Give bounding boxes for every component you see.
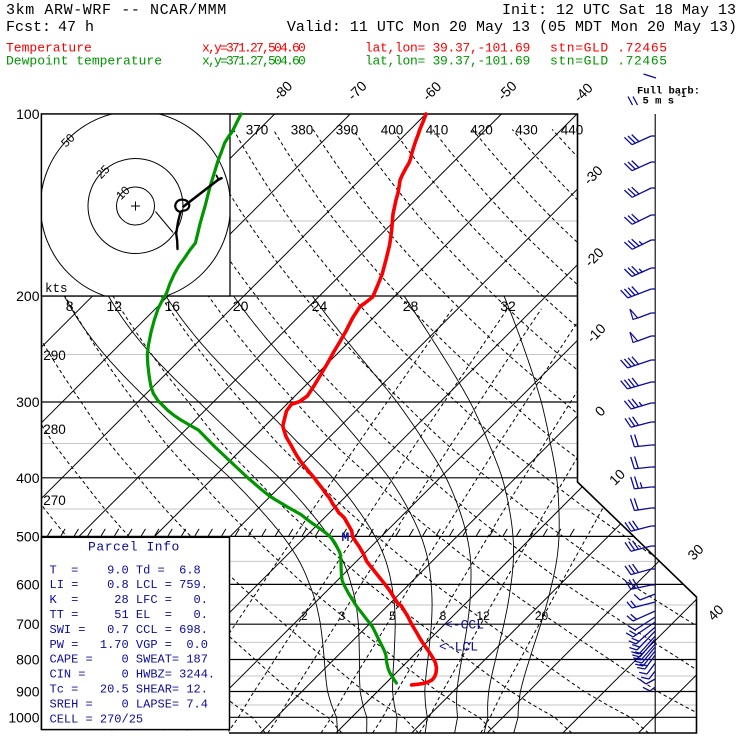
svg-text:Full barb:: Full barb: bbox=[637, 86, 700, 98]
svg-text:100: 100 bbox=[16, 106, 40, 122]
svg-text:200: 200 bbox=[16, 288, 40, 304]
svg-text:800: 800 bbox=[16, 652, 40, 668]
svg-text:16: 16 bbox=[165, 298, 181, 314]
svg-text:Dewpoint temperature: Dewpoint temperature bbox=[6, 54, 162, 69]
svg-text:270: 270 bbox=[43, 493, 66, 508]
svg-text:500: 500 bbox=[16, 528, 40, 544]
svg-text:LI = 0.8 LCL = 759.: LI = 0.8 LCL = 759. bbox=[50, 578, 208, 592]
svg-text:290: 290 bbox=[43, 348, 66, 363]
svg-text:Init: 12 UTC Sat 18 May 13: Init: 12 UTC Sat 18 May 13 bbox=[502, 2, 736, 19]
svg-text:lat,lon= 39.37,-101.69: lat,lon= 39.37,-101.69 bbox=[365, 54, 530, 69]
svg-text:<-CCL: <-CCL bbox=[445, 618, 484, 633]
svg-text:28: 28 bbox=[403, 298, 419, 314]
svg-text:5 m s: 5 m s bbox=[643, 96, 675, 108]
svg-text:PW = 1.70 VGP = 0.0: PW = 1.70 VGP = 0.0 bbox=[50, 638, 208, 652]
svg-text:TT = 51 EL = 0.: TT = 51 EL = 0. bbox=[50, 608, 208, 622]
svg-text:400: 400 bbox=[16, 470, 40, 486]
svg-text:47 h: 47 h bbox=[58, 19, 94, 36]
svg-text:CELL = 270/25: CELL = 270/25 bbox=[50, 712, 144, 726]
svg-text:390: 390 bbox=[336, 123, 359, 138]
svg-text:x,y=371.27,504.60: x,y=371.27,504.60 bbox=[202, 41, 305, 56]
svg-text:430: 430 bbox=[515, 123, 538, 138]
svg-text:440: 440 bbox=[561, 123, 584, 138]
svg-text:20: 20 bbox=[233, 298, 249, 314]
svg-text:T = 9.0 Td = 6.8: T = 9.0 Td = 6.8 bbox=[50, 563, 201, 577]
svg-text:32: 32 bbox=[500, 298, 516, 314]
svg-text:stn=GLD .72465: stn=GLD .72465 bbox=[550, 41, 668, 56]
svg-text:SREH = 0 LAPSE= 7.4: SREH = 0 LAPSE= 7.4 bbox=[50, 697, 208, 711]
svg-text:x,y=371.27,504.60: x,y=371.27,504.60 bbox=[202, 54, 305, 69]
svg-text:12: 12 bbox=[107, 298, 123, 314]
svg-text:280: 280 bbox=[43, 422, 66, 437]
svg-text:700: 700 bbox=[16, 616, 40, 632]
svg-text:300: 300 bbox=[16, 394, 40, 410]
svg-text:1000: 1000 bbox=[8, 709, 39, 725]
svg-text:M: M bbox=[342, 530, 350, 545]
svg-text:410: 410 bbox=[426, 123, 449, 138]
svg-text:<-LCL: <-LCL bbox=[439, 640, 478, 655]
svg-text:400: 400 bbox=[381, 123, 404, 138]
svg-text:420: 420 bbox=[470, 123, 493, 138]
svg-text:Temperature: Temperature bbox=[6, 41, 92, 56]
svg-text:lat,lon= 39.37,-101.69: lat,lon= 39.37,-101.69 bbox=[365, 41, 530, 56]
svg-text:2: 2 bbox=[301, 609, 308, 623]
svg-text:3km ARW-WRF -- NCAR/MMM: 3km ARW-WRF -- NCAR/MMM bbox=[6, 2, 227, 19]
svg-text:380: 380 bbox=[291, 123, 314, 138]
svg-text:Valid: 11 UTC Mon 20 May 13 (0: Valid: 11 UTC Mon 20 May 13 (05 MDT Mon … bbox=[287, 19, 737, 36]
svg-text:K = 28 LFC = 0.: K = 28 LFC = 0. bbox=[50, 593, 208, 607]
svg-text:SWI = 0.7 CCL = 698.: SWI = 0.7 CCL = 698. bbox=[50, 623, 208, 637]
svg-text:Fcst:: Fcst: bbox=[6, 19, 51, 36]
svg-text:8: 8 bbox=[66, 298, 74, 314]
svg-text:stn=GLD .72465: stn=GLD .72465 bbox=[550, 54, 668, 69]
svg-text:Parcel Info: Parcel Info bbox=[88, 540, 180, 555]
svg-text:3: 3 bbox=[339, 609, 346, 623]
svg-text:kts: kts bbox=[45, 282, 68, 296]
svg-text:CAPE = 0 SWEAT= 187: CAPE = 0 SWEAT= 187 bbox=[50, 653, 208, 667]
svg-text:900: 900 bbox=[16, 684, 40, 700]
svg-text:-1: -1 bbox=[677, 91, 687, 100]
svg-text:600: 600 bbox=[16, 576, 40, 592]
svg-text:8: 8 bbox=[440, 609, 447, 623]
svg-text:CIN = 0 HWBZ= 3244.: CIN = 0 HWBZ= 3244. bbox=[50, 668, 216, 682]
svg-text:12: 12 bbox=[476, 609, 490, 623]
svg-text:24: 24 bbox=[312, 298, 328, 314]
svg-text:5: 5 bbox=[389, 609, 396, 623]
svg-text:370: 370 bbox=[246, 123, 269, 138]
svg-text:20: 20 bbox=[535, 609, 549, 623]
svg-text:Tc = 20.5 SHEAR= 12.: Tc = 20.5 SHEAR= 12. bbox=[50, 683, 208, 697]
